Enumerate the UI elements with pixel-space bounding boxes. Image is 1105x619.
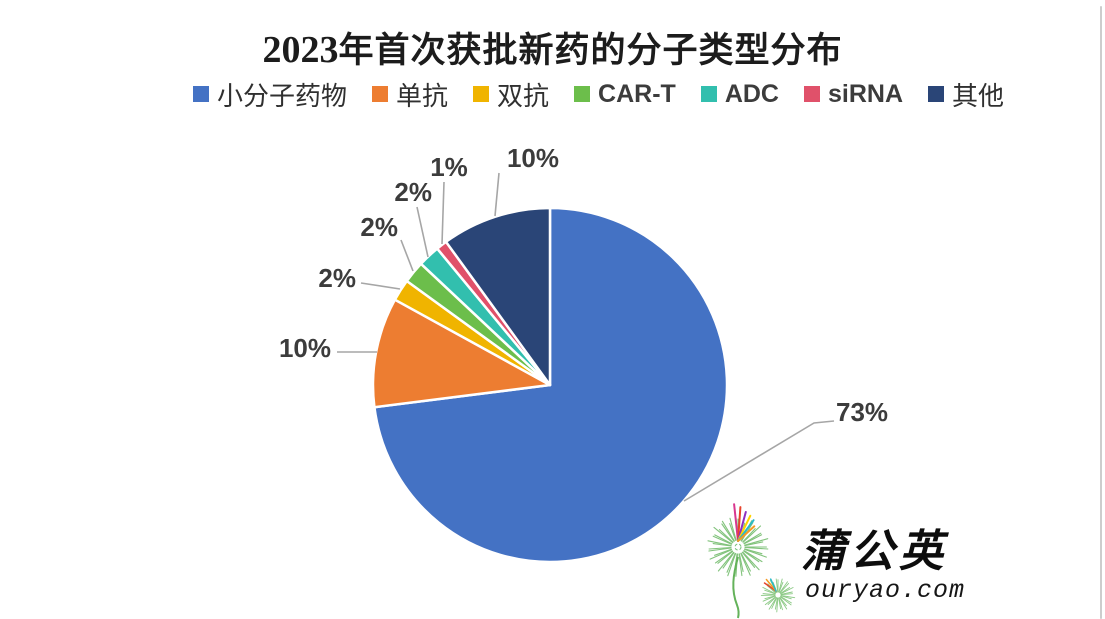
legend-item-bispecific: 双抗 (473, 76, 549, 113)
watermark-site: ouryao.com (805, 576, 966, 605)
leader-line-bispecific (360, 282, 401, 290)
pie-label-other: 10% (507, 143, 559, 173)
legend-label-other: 其他 (952, 81, 1005, 111)
legend-label-bispecific: 双抗 (497, 81, 550, 111)
legend-label-small-molecule: 小分子药物 (217, 81, 348, 111)
pie-label-bispecific: 2% (318, 263, 356, 293)
legend-item-car-t: CAR-T (574, 80, 676, 109)
chart-title-year: 2023 (262, 29, 339, 71)
legend-item-sirna: siRNA (803, 79, 903, 109)
leader-line-car-t (400, 239, 414, 272)
pie-label-sirna: 1% (430, 152, 468, 182)
legend-swatch-small-molecule (193, 86, 209, 102)
pie-label-small-molecule: 73% (836, 397, 888, 427)
chart-title-text: 年首次获批新药的分子类型分布 (338, 31, 843, 70)
legend-item-adc: ADC (700, 79, 779, 109)
leader-line-small-molecule (683, 420, 835, 502)
pie-label-adc: 2% (394, 177, 432, 207)
pie-slice-other (444, 206, 552, 387)
legend-label-adc: ADC (724, 79, 779, 108)
legend-item-other: 其他 (928, 76, 1004, 113)
legend-label-car-t: CAR-T (598, 79, 676, 108)
pie-label-car-t: 2% (360, 212, 398, 242)
legend-item-small-molecule: 小分子药物 (193, 76, 347, 113)
legend-swatch-mab (372, 86, 389, 102)
legend-item-mab: 单抗 (372, 76, 448, 113)
watermark-name: 蒲公英 (801, 527, 948, 576)
leader-line-adc (416, 206, 429, 258)
chart-title: 2023年首次获批新药的分子类型分布 (0, 22, 1105, 73)
legend-swatch-bispecific (473, 86, 490, 102)
legend-label-sirna: siRNA (827, 79, 903, 108)
page-edge-divider (1100, 6, 1102, 619)
leader-line-other (494, 172, 500, 217)
legend-label-mab: 单抗 (396, 81, 449, 111)
legend-swatch-adc (700, 86, 717, 102)
pie-label-mab: 10% (279, 333, 331, 363)
legend-swatch-car-t (574, 86, 591, 102)
legend-swatch-sirna (803, 86, 820, 102)
leader-line-sirna (441, 181, 445, 245)
legend-swatch-other (928, 86, 944, 102)
chart-legend: 小分子药物 单抗 双抗 CAR-T ADC siRNA 其他 (193, 79, 1004, 111)
